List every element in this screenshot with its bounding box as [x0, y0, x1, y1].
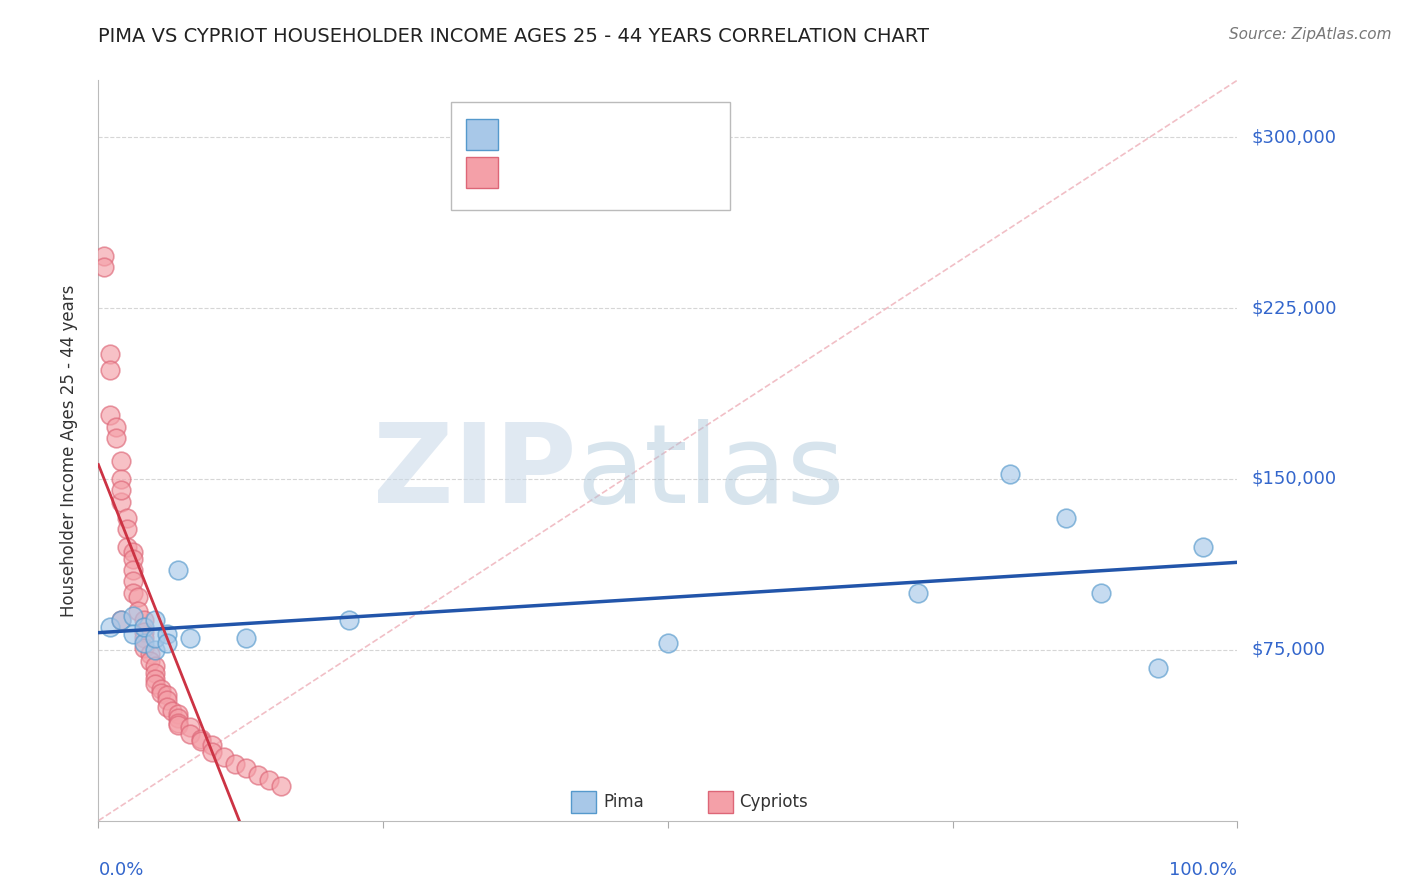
Point — [212, 749, 235, 764]
Point — [235, 632, 257, 646]
Text: atlas: atlas — [576, 419, 845, 526]
Point — [224, 756, 246, 771]
Point — [98, 346, 121, 360]
Point — [132, 613, 155, 627]
Text: 100.0%: 100.0% — [1170, 862, 1237, 880]
Point — [1192, 541, 1215, 555]
Point — [110, 483, 132, 498]
Point — [121, 586, 143, 600]
Text: ZIP: ZIP — [374, 419, 576, 526]
Text: N = 54: N = 54 — [626, 164, 693, 182]
Point — [150, 686, 173, 700]
Point — [1090, 586, 1112, 600]
Point — [98, 408, 121, 422]
Point — [145, 632, 167, 646]
Point — [110, 494, 132, 508]
Point — [127, 591, 149, 605]
Point — [150, 681, 173, 696]
Point — [179, 720, 201, 734]
Point — [93, 260, 115, 274]
Point — [121, 608, 143, 623]
Point — [145, 642, 167, 657]
Bar — [571, 791, 596, 814]
Point — [259, 772, 281, 787]
Point — [132, 632, 155, 646]
Point — [115, 522, 138, 536]
Point — [337, 613, 360, 627]
Point — [156, 636, 179, 650]
Point — [201, 745, 224, 759]
Point — [657, 636, 679, 650]
Point — [132, 624, 155, 639]
Point — [907, 586, 929, 600]
Point — [145, 677, 167, 691]
Point — [179, 727, 201, 741]
Point — [1146, 661, 1168, 675]
Point — [121, 563, 143, 577]
Point — [132, 620, 155, 634]
Point — [115, 510, 138, 524]
Text: Source: ZipAtlas.com: Source: ZipAtlas.com — [1229, 27, 1392, 42]
Point — [132, 640, 155, 655]
Point — [138, 648, 160, 662]
Bar — [707, 791, 733, 814]
Point — [179, 632, 201, 646]
Point — [1054, 510, 1078, 524]
Point — [162, 704, 184, 718]
Point — [93, 249, 115, 263]
Text: Pima: Pima — [603, 793, 644, 811]
Text: 0.0%: 0.0% — [98, 862, 143, 880]
Point — [246, 768, 269, 782]
Point — [235, 761, 257, 775]
Point — [156, 699, 179, 714]
Point — [167, 706, 190, 721]
Point — [110, 613, 132, 627]
Point — [145, 665, 167, 680]
Point — [156, 689, 179, 703]
Text: $75,000: $75,000 — [1251, 640, 1326, 659]
Point — [201, 739, 224, 753]
Text: $150,000: $150,000 — [1251, 470, 1336, 488]
Point — [167, 711, 190, 725]
Y-axis label: Householder Income Ages 25 - 44 years: Householder Income Ages 25 - 44 years — [59, 285, 77, 616]
Text: N = 22: N = 22 — [626, 126, 693, 144]
Point — [156, 627, 179, 641]
Point — [156, 693, 179, 707]
Point — [121, 545, 143, 559]
Point — [110, 613, 132, 627]
Point — [110, 472, 132, 486]
Point — [98, 362, 121, 376]
Bar — [467, 157, 498, 188]
Point — [115, 541, 138, 555]
Text: PIMA VS CYPRIOT HOUSEHOLDER INCOME AGES 25 - 44 YEARS CORRELATION CHART: PIMA VS CYPRIOT HOUSEHOLDER INCOME AGES … — [98, 27, 929, 45]
Point — [104, 419, 127, 434]
Point — [138, 654, 160, 668]
Point — [270, 780, 292, 794]
Point — [167, 563, 190, 577]
Point — [98, 620, 121, 634]
Bar — [467, 119, 498, 150]
Point — [167, 715, 190, 730]
Point — [121, 627, 143, 641]
FancyBboxPatch shape — [451, 103, 731, 210]
Point — [132, 636, 155, 650]
Point — [190, 731, 212, 746]
Point — [104, 431, 127, 445]
Point — [145, 613, 167, 627]
Text: Cypriots: Cypriots — [740, 793, 808, 811]
Text: R = 0.329: R = 0.329 — [512, 126, 602, 144]
Point — [998, 467, 1021, 482]
Point — [127, 604, 149, 618]
Text: $225,000: $225,000 — [1251, 299, 1337, 317]
Point — [190, 734, 212, 748]
Point — [167, 718, 190, 732]
Point — [145, 658, 167, 673]
Point — [145, 673, 167, 687]
Point — [121, 574, 143, 589]
Point — [121, 551, 143, 566]
Point — [110, 453, 132, 467]
Text: $300,000: $300,000 — [1251, 128, 1336, 146]
Text: R = 0.047: R = 0.047 — [512, 164, 602, 182]
